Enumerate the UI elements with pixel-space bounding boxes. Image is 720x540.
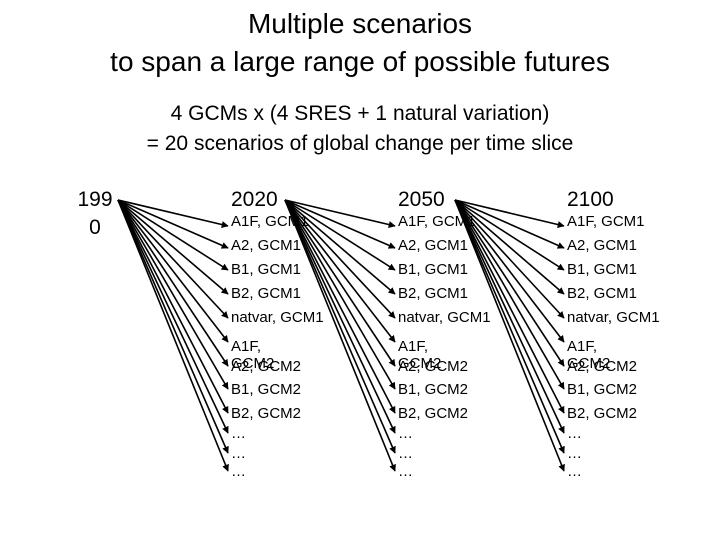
scenario-arrow	[284, 199, 396, 414]
scenario-item: …	[567, 463, 582, 480]
scenario-item: B1, GCM2	[398, 381, 469, 398]
subtitle-line-2: = 20 scenarios of global change per time…	[146, 132, 574, 155]
scenario-item: A2, GCM2	[231, 358, 302, 375]
scenario-arrow	[454, 199, 565, 295]
scenario-item: B1, GCM2	[231, 381, 302, 398]
scenario-arrow	[117, 199, 229, 271]
title-line-1: Multiple scenarios	[247, 8, 473, 39]
scenario-item: B1, GCM2	[567, 381, 638, 398]
scenario-arrow	[117, 199, 229, 390]
scenario-arrow	[117, 199, 229, 472]
scenario-item: A2, GCM2	[398, 358, 469, 375]
scenario-arrow	[284, 199, 396, 454]
scenario-arrow	[284, 199, 396, 343]
scenario-arrow	[117, 199, 229, 434]
scenario-arrow	[284, 199, 396, 390]
scenario-arrow	[117, 199, 229, 319]
scenario-item: B1, GCM1	[567, 261, 638, 278]
scenario-item: A1F, GCM1	[231, 213, 309, 230]
scenario-item: B1, GCM1	[398, 261, 469, 278]
scenario-item: A1F, GCM1	[398, 213, 476, 230]
scenario-item: A1F, GCM2	[398, 338, 442, 372]
scenario-item: B1, GCM1	[231, 261, 302, 278]
scenario-item: …	[567, 445, 582, 462]
column-year-1: 2050	[398, 188, 445, 211]
scenario-item: B2, GCM2	[567, 405, 638, 422]
scenario-item: …	[398, 425, 413, 442]
title-line-2: to span a large range of possible future…	[110, 46, 610, 77]
scenario-item: …	[231, 463, 246, 480]
scenario-item: natvar, GCM1	[231, 309, 324, 326]
scenario-arrow	[454, 199, 565, 434]
start-year-line-2: 0	[89, 216, 101, 239]
scenario-arrow	[454, 199, 565, 367]
scenario-item: A2, GCM1	[231, 237, 302, 254]
scenario-arrow	[117, 199, 229, 343]
scenario-item: …	[398, 463, 413, 480]
scenario-item: …	[567, 425, 582, 442]
scenario-arrow	[454, 199, 565, 249]
scenario-item: B2, GCM1	[231, 285, 302, 302]
scenario-item: …	[398, 445, 413, 462]
scenario-arrow	[117, 199, 229, 454]
scenario-arrow	[117, 199, 229, 295]
scenario-arrow	[284, 199, 396, 228]
scenario-arrow	[454, 199, 565, 390]
scenario-arrow	[284, 199, 396, 472]
column-year-2: 2100	[567, 188, 614, 211]
scenario-item: B2, GCM2	[398, 405, 469, 422]
scenario-arrow	[117, 199, 229, 228]
scenario-item: B2, GCM2	[231, 405, 302, 422]
scenario-arrow	[454, 199, 565, 414]
start-year-line-1: 199	[77, 188, 113, 211]
scenario-arrow	[284, 199, 396, 249]
scenario-item: natvar, GCM1	[567, 309, 660, 326]
scenario-arrow	[454, 199, 565, 454]
scenario-item: A2, GCM1	[398, 237, 469, 254]
scenario-item: natvar, GCM1	[398, 309, 491, 326]
scenario-arrow	[284, 199, 396, 434]
scenario-item: …	[231, 425, 246, 442]
scenario-arrow	[454, 199, 565, 319]
scenario-arrow	[454, 199, 565, 271]
scenario-item: A2, GCM1	[567, 237, 638, 254]
scenario-arrow	[117, 199, 229, 367]
subtitle-line-1: 4 GCMs x (4 SRES + 1 natural variation)	[170, 102, 550, 125]
scenario-arrow	[284, 199, 396, 295]
scenario-item: A2, GCM2	[567, 358, 638, 375]
scenario-item: …	[231, 445, 246, 462]
scenario-item: A1F, GCM2	[231, 338, 275, 372]
scenario-arrow	[454, 199, 565, 228]
scenario-item: A1F, GCM2	[567, 338, 611, 372]
scenario-arrow	[454, 199, 565, 472]
scenario-item: B2, GCM1	[398, 285, 469, 302]
scenario-item: B2, GCM1	[567, 285, 638, 302]
scenario-arrow	[454, 199, 565, 343]
scenario-arrow	[284, 199, 396, 319]
scenario-arrow	[284, 199, 396, 271]
column-year-0: 2020	[231, 188, 278, 211]
scenario-item: A1F, GCM1	[567, 213, 645, 230]
scenario-arrow	[117, 199, 229, 249]
scenario-arrow	[284, 199, 396, 367]
start-year: 199 0	[70, 186, 120, 242]
scenario-arrow	[117, 199, 229, 414]
